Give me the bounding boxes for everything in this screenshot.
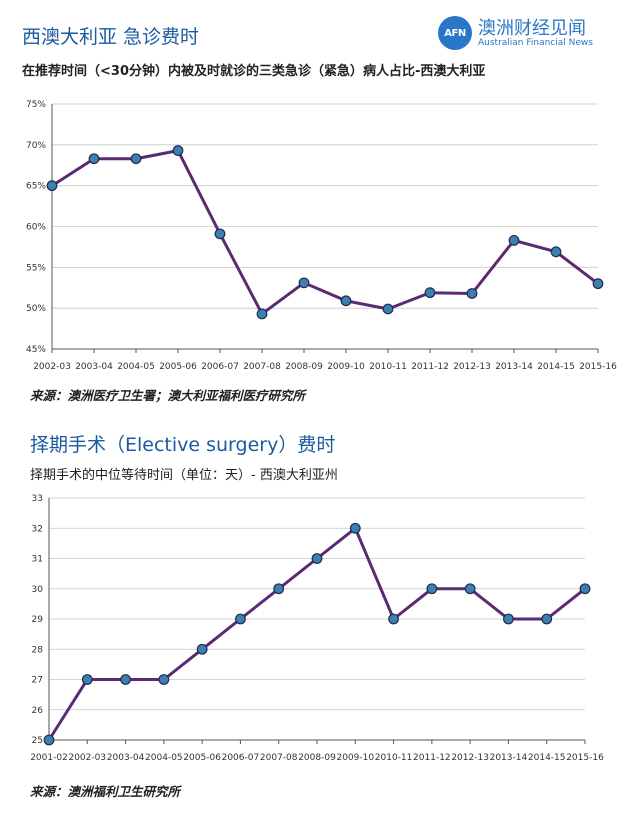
chart2-y-tick-label: 31 [32, 555, 43, 565]
chart2-x-tick-label: 2002-03 [68, 753, 106, 763]
chart1-x-tick-label: 2007-08 [243, 362, 281, 372]
chart2-data-point [81, 674, 93, 685]
chart1-y-tick-label: 75% [26, 100, 46, 110]
chart2-data-point [43, 734, 55, 746]
chart1-y-tick-label: 70% [26, 141, 46, 151]
chart1-y-tick-label: 45% [26, 345, 46, 355]
chart1-data-point [508, 234, 520, 246]
chart2-subtitle: 择期手术的中位等待时间（单位：天）- 西澳大利亚州 [30, 468, 338, 483]
afn-logo: AFN 澳洲财经见闻 Australian Financial News [438, 14, 628, 54]
chart1-subtitle: 在推荐时间（<30分钟）内被及时就诊的三类急诊（紧急）病人占比-西澳大利亚 [22, 64, 486, 79]
chart2-source: 来源：澳洲福利卫生研究所 [30, 784, 181, 799]
chart1-data-point [424, 287, 436, 299]
afn-logo-icon: AFN [438, 16, 472, 50]
chart1-data-point [340, 295, 352, 307]
chart2-x-tick-label: 2004-05 [145, 753, 183, 763]
chart1-x-tick-label: 2006-07 [201, 362, 239, 372]
chart1-y-tick-label: 50% [26, 304, 46, 314]
chart2-x-tick-label: 2006-07 [222, 753, 260, 763]
chart1-x-tick-label: 2011-12 [411, 362, 449, 372]
chart1-data-point [382, 303, 394, 315]
chart2-data-point [579, 583, 591, 595]
chart2-data-point [196, 643, 208, 655]
chart2-data-point [541, 613, 553, 625]
chart2-data-point [311, 553, 323, 564]
chart1-data-point [592, 278, 604, 290]
chart1-section-title: 西澳大利亚 急诊费时 [22, 26, 200, 48]
logo-name-cn: 澳洲财经见闻 [478, 18, 586, 39]
chart2-x-tick-label: 2012-13 [451, 753, 489, 763]
chart1-data-point [256, 308, 268, 320]
chart2-data-point [235, 613, 246, 625]
chart1-x-tick-label: 2002-03 [33, 362, 71, 372]
chart2-y-tick-label: 30 [32, 585, 44, 595]
chart2-x-tick-label: 2005-06 [183, 753, 221, 763]
chart2-y-tick-label: 29 [32, 615, 44, 625]
chart2-data-point [503, 613, 514, 625]
chart1-x-tick-label: 2008-09 [285, 362, 323, 372]
chart1-data-point [46, 180, 58, 192]
chart1-x-tick-label: 2015-16 [579, 362, 617, 372]
chart1-data-point [214, 228, 226, 240]
chart1-x-tick-label: 2013-14 [495, 362, 533, 372]
chart1-y-tick-label: 55% [26, 263, 46, 273]
chart1-x-tick-label: 2005-06 [159, 362, 197, 372]
chart1-data-point [130, 153, 142, 165]
chart1-data-point [466, 288, 478, 299]
chart2-x-tick-label: 2001-02 [30, 753, 68, 763]
chart1-x-tick-label: 2010-11 [369, 362, 407, 372]
chart2-x-tick-label: 2003-04 [107, 753, 145, 763]
chart2-y-tick-label: 33 [32, 494, 43, 504]
chart2-x-tick-label: 2007-08 [260, 753, 298, 763]
chart2-y-tick-label: 32 [32, 524, 43, 534]
chart2-x-tick-label: 2008-09 [298, 753, 336, 763]
chart2-section-title: 择期手术（Elective surgery）费时 [30, 434, 336, 456]
chart2-y-tick-label: 27 [32, 676, 43, 686]
chart1-x-tick-label: 2003-04 [75, 362, 113, 372]
chart1-data-point [298, 277, 310, 289]
logo-name-en: Australian Financial News [478, 38, 593, 48]
chart2-x-tick-label: 2010-11 [375, 753, 413, 763]
chart1-x-tick-label: 2004-05 [117, 362, 155, 372]
chart2-x-tick-label: 2014-15 [528, 753, 566, 763]
chart1-x-tick-label: 2014-15 [537, 362, 575, 372]
chart1-source: 来源：澳洲医疗卫生署；澳大利亚福利医疗研究所 [30, 388, 306, 403]
chart2-data-point [120, 674, 131, 685]
chart2-data-point [158, 674, 170, 685]
chart2-data-point [349, 522, 361, 534]
chart2-x-tick-label: 2009-10 [336, 753, 374, 763]
chart2-y-tick-label: 28 [32, 645, 44, 655]
chart1-y-tick-label: 65% [26, 182, 46, 192]
chart1-x-tick-label: 2012-13 [453, 362, 491, 372]
chart1-y-tick-label: 60% [26, 223, 46, 233]
chart2-x-tick-label: 2011-12 [413, 753, 451, 763]
chart1-data-point [172, 145, 184, 156]
chart1-series-line [51, 148, 599, 317]
chart1-x-tick-label: 2009-10 [327, 362, 365, 372]
chart2-data-point [273, 583, 285, 595]
chart2-y-tick-label: 25 [32, 736, 43, 746]
chart2-x-tick-label: 2015-16 [566, 753, 604, 763]
chart2-data-point [426, 583, 438, 595]
chart2-data-point [388, 613, 399, 625]
chart1-data-point [550, 246, 562, 258]
chart2-y-tick-label: 26 [32, 706, 44, 716]
chart2-data-point [464, 583, 476, 595]
chart2-x-tick-label: 2013-14 [490, 753, 528, 763]
chart1-data-point [88, 153, 100, 165]
